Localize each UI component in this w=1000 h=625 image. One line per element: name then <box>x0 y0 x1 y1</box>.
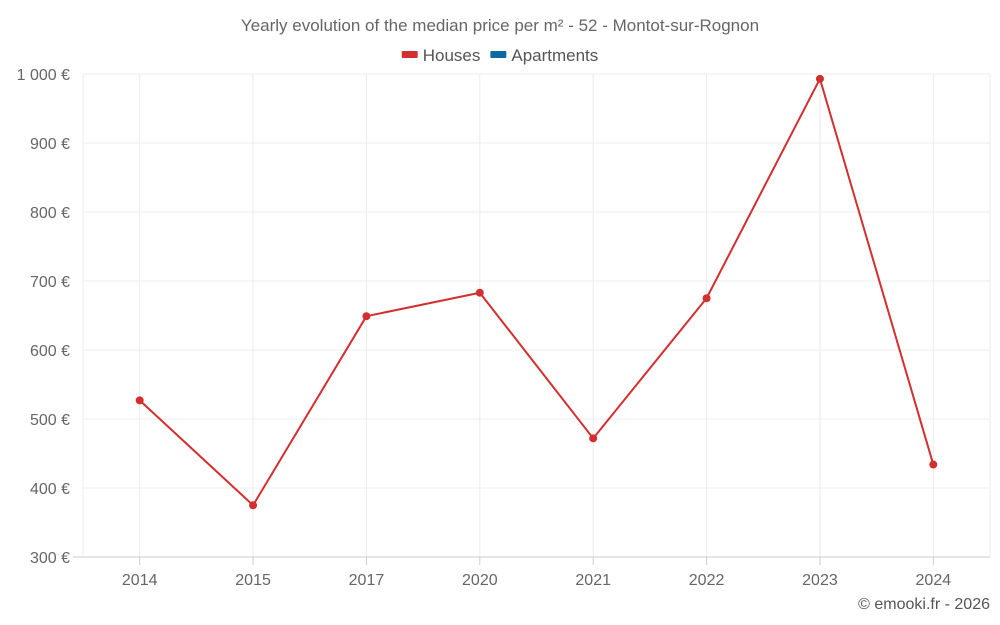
legend: Houses Apartments <box>401 46 598 65</box>
legend-label-apartments: Apartments <box>511 46 598 65</box>
x-tick-label-2014: 2014 <box>122 572 158 589</box>
credit-text: © emooki.fr - 2026 <box>858 596 990 613</box>
data-point-houses-2021 <box>589 434 598 443</box>
y-tick-label-800: 800 € <box>30 205 70 222</box>
y-tick-label-300: 300 € <box>30 550 70 567</box>
data-point-houses-2022 <box>702 294 711 303</box>
y-gridlines <box>83 73 990 489</box>
y-tick-label-900: 900 € <box>30 136 70 153</box>
x-tick-label-2017: 2017 <box>349 572 385 589</box>
x-tick-label-2024: 2024 <box>916 572 952 589</box>
data-point-houses-2015 <box>249 501 258 510</box>
x-tick-labels: 2014 2015 2017 2020 2021 2022 2023 2024 <box>122 572 951 589</box>
legend-item-houses: Houses <box>401 46 481 65</box>
series-group <box>135 74 938 510</box>
data-point-houses-2020 <box>475 288 484 297</box>
y-tick-label-500: 500 € <box>30 412 70 429</box>
series-line-houses <box>139 77 935 507</box>
x-tick-label-2015: 2015 <box>235 572 271 589</box>
y-tick-label-1000: 1 000 € <box>17 67 70 84</box>
x-gridlines <box>82 74 991 557</box>
y-tick-label-600: 600 € <box>30 343 70 360</box>
data-point-houses-2024 <box>929 460 938 469</box>
axes <box>73 556 990 565</box>
legend-swatch-houses <box>401 51 418 58</box>
legend-label-houses: Houses <box>423 46 481 65</box>
legend-item-apartments: Apartments <box>490 46 598 65</box>
x-tick-label-2020: 2020 <box>462 572 498 589</box>
y-tick-label-400: 400 € <box>30 481 70 498</box>
y-tick-labels: 300 € 400 € 500 € 600 € 700 € 800 € 900 € 1 000… <box>17 67 70 567</box>
data-point-houses-2017 <box>362 312 371 321</box>
data-point-houses-2023 <box>815 74 824 83</box>
legend-swatch-apartments <box>490 51 507 58</box>
chart-title: Yearly evolution of the median price per… <box>241 16 759 35</box>
data-point-houses-2014 <box>135 396 144 405</box>
y-tick-label-700: 700 € <box>30 274 70 291</box>
x-tick-label-2021: 2021 <box>575 572 611 589</box>
x-tick-label-2023: 2023 <box>802 572 838 589</box>
x-tick-label-2022: 2022 <box>689 572 725 589</box>
